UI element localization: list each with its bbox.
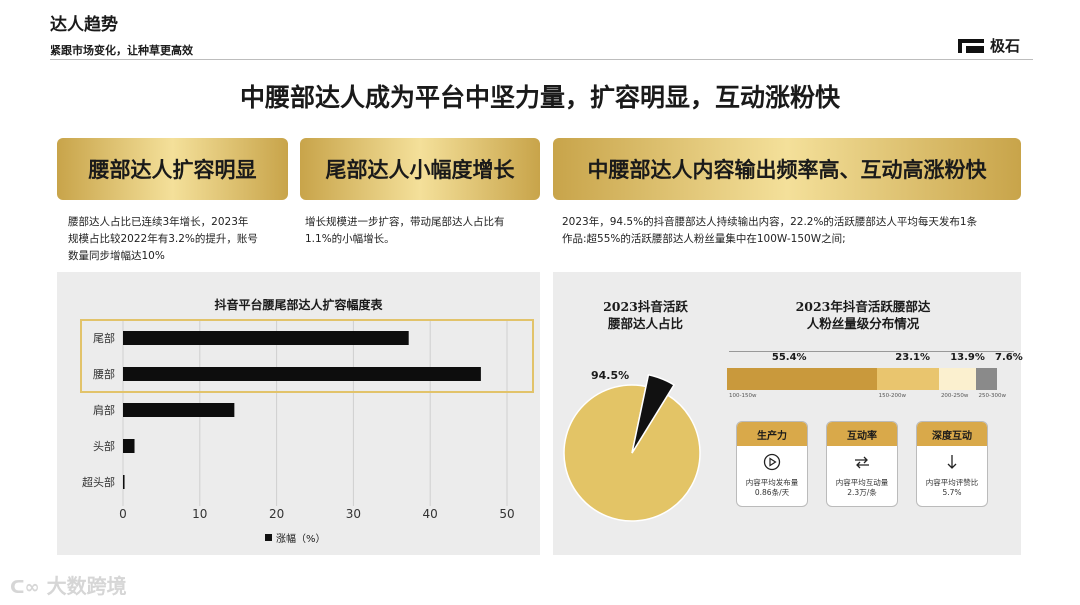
metric-card-productivity: 生产力 内容平均发布量 0.86条/天: [736, 421, 808, 507]
card-title: 互动率: [827, 422, 897, 446]
card-metric-label: 内容平均发布量: [745, 478, 799, 487]
desc-line: 作品:超55%的活跃腰部达人粉丝量集中在100W-150W之间;: [562, 233, 846, 245]
desc-line: 2023年，94.5%的抖音腰部达人持续输出内容，22.2%的活跃腰部达人平均每…: [562, 216, 978, 228]
card-title: 深度互动: [917, 422, 987, 446]
pie-title-line: 腰部达人占比: [607, 316, 683, 331]
watermark-text: 大数跨境: [46, 574, 127, 598]
pie-slice-1: [631, 373, 676, 454]
bar-1: [123, 367, 481, 381]
logo-mark-icon: [958, 38, 984, 53]
bar-chart-legend: 涨幅（%）: [265, 530, 326, 545]
card-metric-value: 5.7%: [942, 488, 962, 497]
desc-line: 增长规模进一步扩容，带动尾部达人占比有: [305, 216, 505, 228]
stacked-segment-3: [976, 368, 997, 390]
section-desc-waist: 腰部达人占比已连续3年增长，2023年 规模占比较2022年有3.2%的提升，账…: [68, 214, 293, 265]
logo-text: 极石: [990, 37, 1021, 55]
main-title: 中腰部达人成为平台中坚力量，扩容明显，互动涨粉快: [239, 83, 840, 112]
bar-4: [123, 475, 125, 489]
engagement-panel: 2023抖音活跃 腰部达人占比 94.5% 2023年抖音活跃腰部达 人粉丝量级…: [553, 272, 1023, 555]
section-desc-engagement: 2023年，94.5%的抖音腰部达人持续输出内容，22.2%的活跃腰部达人平均每…: [562, 214, 1027, 248]
bar-axis-tick-label: 20: [269, 507, 284, 521]
legend-swatch: [265, 534, 272, 541]
repeat-icon: [827, 446, 897, 478]
desc-line: 规模占比较2022年有3.2%的提升，账号: [68, 233, 258, 245]
card-metric-label: 内容平均互动量: [835, 478, 889, 487]
desc-line: 1.1%的小幅增长。: [305, 233, 395, 245]
bar-axis-tick-label: 40: [423, 507, 438, 521]
card-title: 生产力: [737, 422, 807, 446]
bar-highlight-box: [80, 319, 534, 393]
pie-chart: [563, 373, 701, 522]
brand-logo: 极石: [958, 35, 1020, 56]
section-heading-engagement: 中腰部达人内容输出频率高、互动高涨粉快: [553, 138, 1021, 200]
legend-label: 涨幅（%）: [276, 534, 326, 545]
bar-axis-tick-label: 30: [346, 507, 361, 521]
arrow-down-icon: [917, 446, 987, 478]
stacked-segment-pct: 23.1%: [895, 352, 930, 363]
section-heading-waist: 腰部达人扩容明显: [57, 138, 288, 200]
stacked-segment-pct: 55.4%: [771, 352, 807, 363]
bar-category-label: 尾部: [93, 331, 115, 345]
stacked-segment-1: [876, 368, 939, 390]
stacked-chart-divider: [729, 351, 1014, 352]
stacked-segment-range: 250-300w: [978, 393, 1006, 399]
bar-axis-tick-label: 50: [499, 507, 514, 521]
section-heading-tail: 尾部达人小幅度增长: [300, 138, 540, 200]
stacked-segment-range: 150-200w: [878, 393, 907, 399]
stacked-segment-pct: 13.9%: [950, 352, 985, 363]
stacked-segment-range: 100-150w: [729, 393, 757, 399]
card-metric-value: 0.86条/天: [754, 488, 790, 497]
stacked-chart-title: 2023年抖音活跃腰部达 人粉丝量级分布情况: [753, 298, 973, 332]
pie-slice-label: 94.5%: [591, 369, 630, 382]
bar-2: [123, 403, 235, 417]
bar-0: [123, 331, 409, 345]
desc-line: 数量同步增幅达10%: [68, 250, 165, 262]
header-divider: [50, 59, 1033, 60]
pie-chart-title: 2023抖音活跃 腰部达人占比: [573, 298, 718, 332]
bar-category-label: 腰部: [93, 367, 115, 381]
stacked-segment-2: [938, 368, 977, 390]
bar-axis-tick-label: 0: [119, 507, 127, 521]
play-icon: [737, 446, 807, 478]
page-header-subtitle: 紧跟市场变化，让种草更高效: [50, 44, 193, 57]
watermark: ᑕ∞ 大数跨境: [10, 570, 127, 599]
metric-card-interaction: 互动率 内容平均互动量 2.3万/条: [826, 421, 898, 507]
metric-card-deep-interaction: 深度互动 内容平均评赞比 5.7%: [916, 421, 988, 507]
bar-axis-tick-label: 10: [192, 507, 207, 521]
stacked-title-line: 2023年抖音活跃腰部达: [795, 299, 931, 314]
card-metric-value: 2.3万/条: [847, 488, 877, 497]
stacked-title-line: 人粉丝量级分布情况: [806, 316, 920, 331]
desc-line: 腰部达人占比已连续3年增长，2023年: [68, 216, 249, 228]
section-desc-tail: 增长规模进一步扩容，带动尾部达人占比有 1.1%的小幅增长。: [305, 214, 545, 248]
bar-chart-title: 抖音平台腰尾部达人扩容幅度表: [214, 298, 383, 312]
watermark-logo-icon: ᑕ∞: [10, 577, 40, 598]
bar-chart-panel: 抖音平台腰尾部达人扩容幅度表 0 10 20 30 40 50 尾部腰部肩部头部超头部 涨幅…: [57, 272, 540, 555]
bar-category-label: 超头部: [82, 475, 115, 489]
bar-3: [123, 439, 135, 453]
stacked-segment-range: 200-250w: [940, 393, 969, 399]
stacked-segment-0: [727, 368, 877, 390]
bar-category-label: 头部: [93, 439, 115, 453]
stacked-segment-pct: 7.6%: [995, 352, 1023, 363]
card-metric-label: 内容平均评赞比: [925, 478, 979, 487]
page-header-title: 达人趋势: [50, 15, 118, 35]
stacked-bar-chart: 55.4% 100-150w 23.1% 150-200w 13.9% 200-250w 7…: [727, 352, 1023, 406]
pie-title-line: 2023抖音活跃: [603, 299, 688, 314]
bar-category-label: 肩部: [93, 403, 115, 417]
